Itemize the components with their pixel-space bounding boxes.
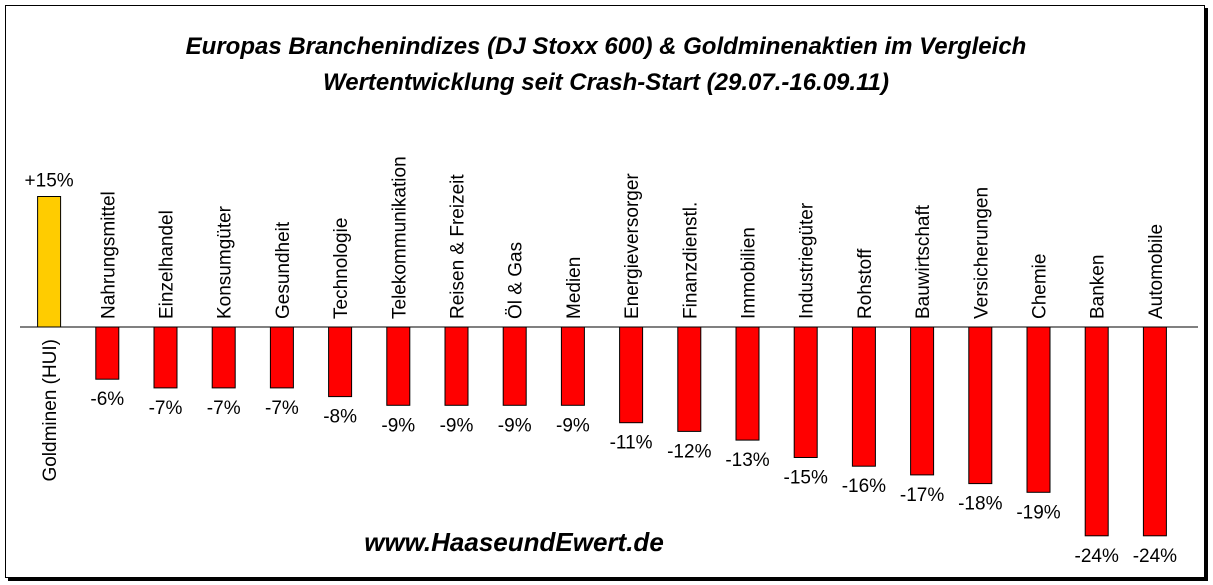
value-label-rohstoff: -16%	[842, 476, 886, 497]
value-label-finanzdienstl: -12%	[667, 441, 711, 462]
bar-chart: Europas Branchenindizes (DJ Stoxx 600) &…	[20, 33, 1198, 567]
bars-group	[37, 196, 1167, 537]
category-label-chemie: Chemie	[1030, 254, 1051, 319]
value-label-chemie: -19%	[1016, 502, 1060, 523]
category-label-nahrungsmittel: Nahrungsmittel	[98, 191, 119, 319]
value-label-einzelhandel: -7%	[149, 398, 183, 419]
value-label-gesundheit: -7%	[265, 398, 299, 419]
value-label-versicherungen: -18%	[958, 494, 1002, 515]
category-label-versicherungen: Versicherungen	[971, 187, 992, 319]
labels-group: +15% Goldminen (HUI) -6% Nahrungsmittel -7% E…	[25, 156, 1178, 566]
value-label-immobilien: -13%	[725, 450, 769, 471]
value-label-konsumguter: -7%	[207, 398, 241, 419]
category-label-automobile: Automobile	[1146, 224, 1167, 319]
watermark: www.HaaseundEwert.de	[364, 527, 664, 557]
value-label-nahrungsmittel: -6%	[90, 389, 124, 410]
value-label-ol-gas: -9%	[498, 415, 532, 436]
bar-konsumguter	[211, 326, 236, 389]
value-label-medien: -9%	[556, 415, 590, 436]
bar-gesundheit	[269, 326, 294, 389]
chart-title: Europas Branchenindizes (DJ Stoxx 600) &…	[186, 33, 1027, 60]
category-label-bauwirtschaft: Bauwirtschaft	[913, 204, 934, 319]
category-label-reisen-freizeit: Reisen & Freizeit	[448, 174, 469, 319]
bar-energieversorger	[619, 326, 644, 424]
category-label-einzelhandel: Einzelhandel	[157, 210, 178, 319]
value-label-energieversorger: -11%	[610, 433, 653, 454]
value-label-banken: -24%	[1075, 546, 1119, 567]
bar-nahrungsmittel	[95, 326, 120, 380]
value-label-automobile: -24%	[1133, 546, 1177, 567]
bar-finanzdienstl	[677, 326, 702, 432]
bar-technologie	[328, 326, 353, 398]
chart-frame: Europas Branchenindizes (DJ Stoxx 600) &…	[5, 5, 1205, 578]
bar-rohstoff	[851, 326, 876, 467]
value-label-bauwirtschaft: -17%	[900, 485, 944, 506]
category-label-konsumguter: Konsumgüter	[215, 205, 236, 319]
category-label-rohstoff: Rohstoff	[855, 248, 876, 319]
bar-bauwirtschaft	[910, 326, 935, 476]
bar-banken	[1084, 326, 1109, 537]
category-label-technologie: Technologie	[331, 218, 352, 319]
value-label-industrieguter: -15%	[784, 468, 828, 489]
chart-subtitle: Wertentwicklung seit Crash-Start (29.07.…	[323, 69, 889, 96]
bar-goldminen-hui	[37, 196, 62, 328]
category-label-industrieguter: Industriegüter	[797, 202, 818, 319]
category-label-ol-gas: Öl & Gas	[506, 242, 527, 319]
bar-telekommunikation	[386, 326, 411, 406]
value-label-goldminen-hui: +15%	[25, 171, 74, 192]
bar-industrieguter	[793, 326, 818, 458]
bar-medien	[560, 326, 585, 406]
category-label-medien: Medien	[564, 257, 585, 319]
value-label-technologie: -8%	[323, 407, 357, 428]
bar-automobile	[1142, 326, 1167, 537]
category-label-gesundheit: Gesundheit	[273, 221, 294, 319]
category-label-immobilien: Immobilien	[739, 227, 760, 319]
category-label-telekommunikation: Telekommunikation	[389, 156, 410, 319]
bar-immobilien	[735, 326, 760, 441]
category-label-goldminen-hui: Goldminen (HUI)	[40, 339, 61, 482]
category-label-banken: Banken	[1088, 255, 1109, 319]
bar-einzelhandel	[153, 326, 178, 389]
bar-chemie	[1026, 326, 1051, 493]
bar-ol-gas	[502, 326, 527, 406]
value-label-reisen-freizeit: -9%	[440, 415, 474, 436]
category-label-finanzdienstl: Finanzdienstl.	[680, 202, 701, 319]
value-label-telekommunikation: -9%	[381, 415, 415, 436]
bar-versicherungen	[968, 326, 993, 485]
bar-reisen-freizeit	[444, 326, 469, 406]
category-label-energieversorger: Energieversorger	[622, 173, 643, 319]
